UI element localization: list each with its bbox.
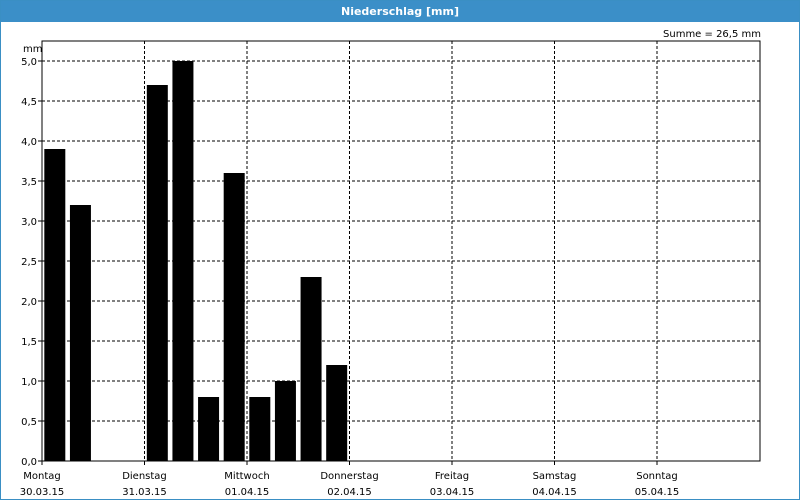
precipitation-bar xyxy=(44,149,66,461)
precipitation-bar xyxy=(223,173,245,461)
precipitation-bar xyxy=(146,85,168,461)
y-tick-label: 3,0 xyxy=(21,217,37,228)
x-tick-day-label: Samstag xyxy=(533,471,577,482)
precipitation-bar xyxy=(198,397,220,461)
x-tick-date-label: 05.04.15 xyxy=(635,487,680,498)
x-tick-day-label: Dienstag xyxy=(122,471,167,482)
precipitation-bar xyxy=(69,205,91,461)
y-tick-label: 4,0 xyxy=(21,137,37,148)
precipitation-bar xyxy=(326,365,348,461)
x-tick-day-label: Montag xyxy=(23,471,60,482)
precipitation-bar xyxy=(249,397,271,461)
precipitation-bar xyxy=(300,277,322,461)
x-tick-date-label: 31.03.15 xyxy=(122,487,167,498)
y-tick-label: 0,0 xyxy=(21,457,37,468)
x-tick-day-label: Mittwoch xyxy=(224,471,269,482)
x-tick-day-label: Donnerstag xyxy=(320,471,378,482)
x-tick-date-label: 30.03.15 xyxy=(20,487,65,498)
y-tick-label: 3,5 xyxy=(21,177,37,188)
y-axis-unit-label: mm xyxy=(23,44,42,55)
chart-title: Niederschlag [mm] xyxy=(1,1,799,22)
x-tick-day-label: Sonntag xyxy=(636,471,678,482)
precipitation-bar xyxy=(274,381,296,461)
y-tick-label: 4,5 xyxy=(21,97,37,108)
y-tick-label: 1,5 xyxy=(21,337,37,348)
plot-frame xyxy=(41,40,761,462)
x-tick-day-label: Freitag xyxy=(435,471,469,482)
y-tick-label: 2,0 xyxy=(21,297,37,308)
y-tick-label: 0,5 xyxy=(21,417,37,428)
x-tick-date-label: 03.04.15 xyxy=(430,487,475,498)
y-tick-label: 2,5 xyxy=(21,257,37,268)
precipitation-sum-label: Summe = 26,5 mm xyxy=(663,29,761,40)
precipitation-bar xyxy=(172,61,194,461)
x-tick-date-label: 02.04.15 xyxy=(327,487,372,498)
x-tick-date-label: 01.04.15 xyxy=(225,487,270,498)
y-tick-label: 5,0 xyxy=(21,57,37,68)
x-tick-date-label: 04.04.15 xyxy=(532,487,577,498)
y-tick-label: 1,0 xyxy=(21,377,37,388)
